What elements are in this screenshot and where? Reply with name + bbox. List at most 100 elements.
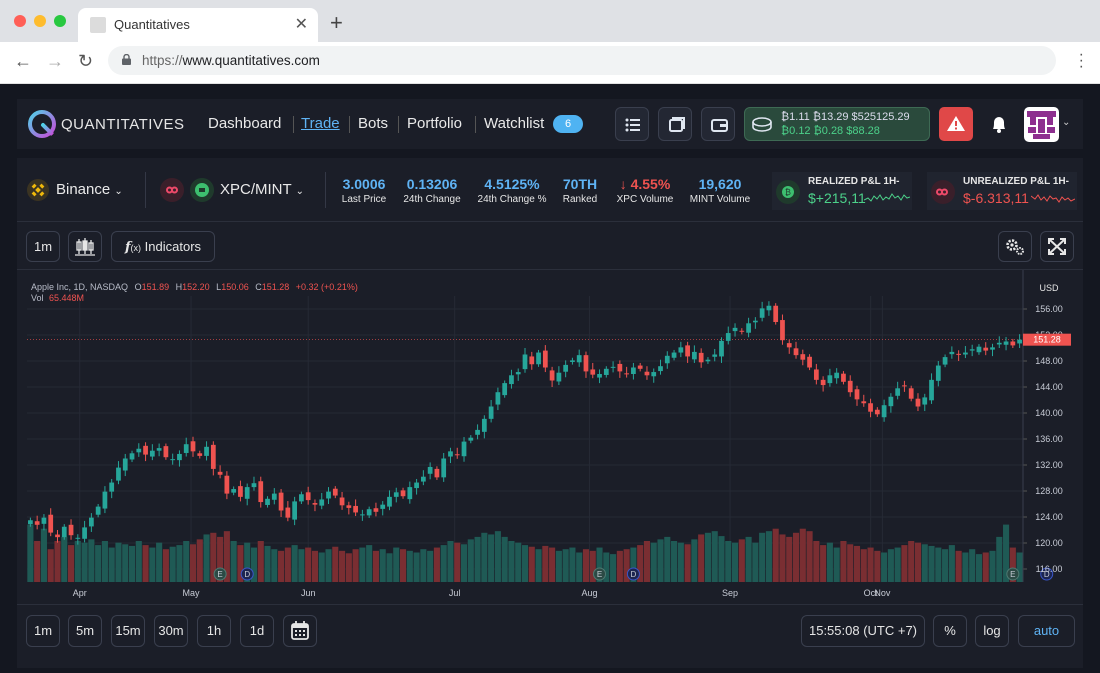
nav-dashboard[interactable]: Dashboard: [208, 115, 282, 132]
chart-type-button[interactable]: [68, 231, 102, 262]
candle: [908, 388, 914, 399]
volume-bar: [447, 541, 454, 582]
volume-bar: [366, 545, 373, 582]
user-menu-chevron-icon[interactable]: ⌄: [1062, 117, 1071, 128]
favicon-icon: [90, 17, 106, 33]
candle: [88, 517, 94, 527]
alert-button[interactable]: [939, 107, 973, 141]
volume-bar: [250, 547, 258, 582]
candle: [95, 506, 101, 515]
volume-bar: [67, 545, 75, 582]
event-marker: [1006, 567, 1020, 581]
candle: [705, 359, 711, 362]
pair-selector[interactable]: XPC/MINT ⌄: [220, 181, 304, 198]
forward-arrow-icon[interactable]: →: [46, 51, 64, 71]
wallet-balance[interactable]: ₿1.11 ₿13.29 $525125.29 ₿0.12 ₿0.28 $88.…: [744, 107, 930, 141]
candle: [976, 346, 982, 353]
candle: [61, 526, 67, 538]
chart-settings-button[interactable]: [998, 231, 1032, 262]
notifications-button[interactable]: [982, 107, 1016, 141]
volume-bar: [61, 536, 68, 582]
candle: [380, 504, 386, 509]
volume-bar: [264, 545, 271, 582]
new-tab-icon[interactable]: +: [330, 10, 343, 35]
exchange-selector[interactable]: Binance ⌄: [56, 181, 123, 198]
indicators-button[interactable]: f(x) Indicators: [111, 231, 215, 262]
chart-legend-symbol: Apple Inc, 1D, NASDAQ O151.89 H152.20 L1…: [31, 282, 358, 292]
close-window-button[interactable]: [14, 15, 26, 27]
list-view-button[interactable]: [615, 107, 649, 141]
stat-ranked: 70TH Ranked: [562, 176, 598, 205]
address-bar[interactable]: https://www.quantitatives.com: [108, 46, 1056, 75]
reload-icon[interactable]: ↻: [78, 51, 94, 71]
interval-button[interactable]: 1m: [26, 231, 60, 262]
candle: [441, 458, 447, 478]
browser-menu-icon[interactable]: · · ·: [1078, 46, 1084, 75]
browser-tab[interactable]: Quantitatives ✕: [78, 8, 318, 42]
back-arrow-icon[interactable]: ←: [14, 51, 32, 71]
last-price-label: 151.28: [1033, 335, 1061, 345]
volume-bar: [535, 549, 542, 582]
candle: [116, 467, 121, 481]
layout-button[interactable]: [658, 107, 692, 141]
volume-bar: [278, 550, 285, 582]
volume-bar: [752, 542, 759, 582]
volume-bar: [901, 545, 908, 582]
close-tab-icon[interactable]: ✕: [294, 16, 308, 33]
nav-portfolio[interactable]: Portfolio: [407, 115, 463, 132]
candle: [942, 357, 948, 365]
maximize-window-button[interactable]: [54, 15, 66, 27]
range-30m-button[interactable]: 30m: [154, 615, 188, 647]
candle: [461, 441, 467, 457]
volume-bar: [108, 547, 115, 582]
candle: [996, 342, 1002, 345]
volume-bar: [630, 547, 637, 582]
candle: [556, 372, 562, 382]
volume-bar: [128, 545, 136, 582]
candle: [251, 483, 257, 488]
volume-bar: [650, 542, 657, 582]
candle: [881, 405, 887, 418]
date-range-button[interactable]: [283, 615, 317, 647]
range-1m-button[interactable]: 1m: [26, 615, 60, 647]
auto-scale-button[interactable]: auto: [1018, 615, 1075, 647]
candle: [658, 366, 663, 372]
volume-bar: [975, 554, 983, 582]
range-15m-button[interactable]: 15m: [111, 615, 145, 647]
user-avatar[interactable]: [1024, 107, 1059, 142]
range-1h-button[interactable]: 1h: [197, 615, 231, 647]
candle: [28, 520, 33, 525]
fullscreen-button[interactable]: [1040, 231, 1074, 262]
function-icon: f: [124, 240, 131, 255]
nav-bots[interactable]: Bots: [358, 115, 389, 132]
candle: [271, 493, 277, 500]
candle: [807, 356, 812, 368]
volume-bar: [759, 532, 766, 582]
candle: [759, 308, 765, 318]
chart-legend-volume: Vol 65.448M: [31, 293, 84, 303]
candle: [353, 505, 358, 513]
range-1d-button[interactable]: 1d: [240, 615, 274, 647]
nav-watchlist[interactable]: Watchlist: [484, 115, 545, 132]
timezone-clock[interactable]: 15:55:08 (UTC +7): [801, 615, 925, 647]
candle: [603, 368, 609, 375]
volume-bar: [914, 542, 922, 582]
volume-bar: [833, 547, 840, 582]
volume-bar: [772, 528, 779, 582]
candle: [631, 367, 636, 374]
volume-bar: [738, 539, 745, 582]
nav-trade[interactable]: Trade: [301, 115, 340, 132]
candle: [1003, 341, 1009, 345]
wallet-button[interactable]: [701, 107, 735, 141]
candle: [393, 492, 399, 497]
candle: [217, 471, 223, 475]
range-5m-button[interactable]: 5m: [68, 615, 102, 647]
volume-bar: [413, 552, 420, 582]
log-scale-button[interactable]: log: [975, 615, 1009, 647]
volume-bar: [40, 528, 47, 582]
minimize-window-button[interactable]: [34, 15, 46, 27]
percent-scale-button[interactable]: %: [933, 615, 967, 647]
volume-bar: [596, 547, 603, 582]
